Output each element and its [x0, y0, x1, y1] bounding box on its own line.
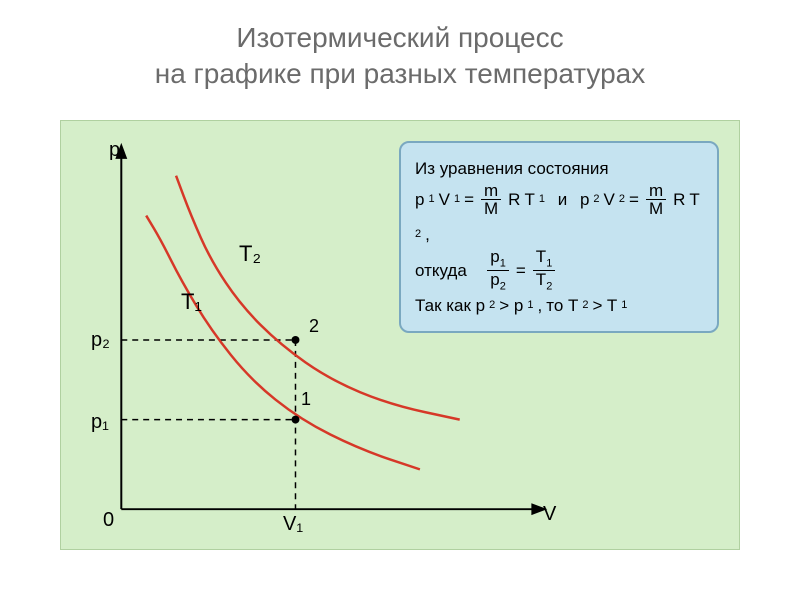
curve-label-t1: T₁	[181, 289, 202, 315]
point-2-label: 2	[309, 316, 319, 337]
y-axis-label: p	[109, 139, 120, 162]
formula-ratio: откуда p1 p2 = T1 T2	[415, 248, 703, 292]
point-2	[292, 336, 300, 344]
guides	[121, 340, 295, 509]
fraction-t1-t2: T1 T2	[533, 248, 556, 292]
fraction-m-M-2: mM	[646, 182, 666, 217]
fraction-m-M: mM	[481, 182, 501, 217]
page-title: Изотермический процесс на графике при ра…	[0, 0, 800, 93]
x-axis-label: V	[543, 503, 556, 526]
title-line2: на графике при разных температурах	[155, 58, 646, 89]
formula-intro: Из уравнения состояния	[415, 155, 703, 182]
point-1	[292, 416, 300, 424]
curve-label-t2: T₂	[239, 241, 261, 267]
p1-tick-label: p₁	[91, 411, 109, 434]
formula-eq1: p1V1= mM RT1 и p2V2= mM RT2,	[415, 182, 703, 248]
origin-label: 0	[103, 509, 114, 532]
v1-tick-label: V₁	[283, 513, 303, 536]
formula-conclusion: Так как p2 > p1, то T2 > T1	[415, 292, 703, 319]
point-1-label: 1	[301, 389, 311, 410]
chart-container: p V 0 p₁ p₂ V₁ T₁ T₂ 1 2 Из уравнения со…	[60, 120, 740, 550]
isotherm-t1	[146, 216, 420, 470]
p2-tick-label: p₂	[91, 329, 110, 352]
title-line1: Изотермический процесс	[236, 22, 563, 53]
formula-box: Из уравнения состояния p1V1= mM RT1 и p2…	[399, 141, 719, 333]
fraction-p1-p2: p1 p2	[487, 248, 509, 292]
